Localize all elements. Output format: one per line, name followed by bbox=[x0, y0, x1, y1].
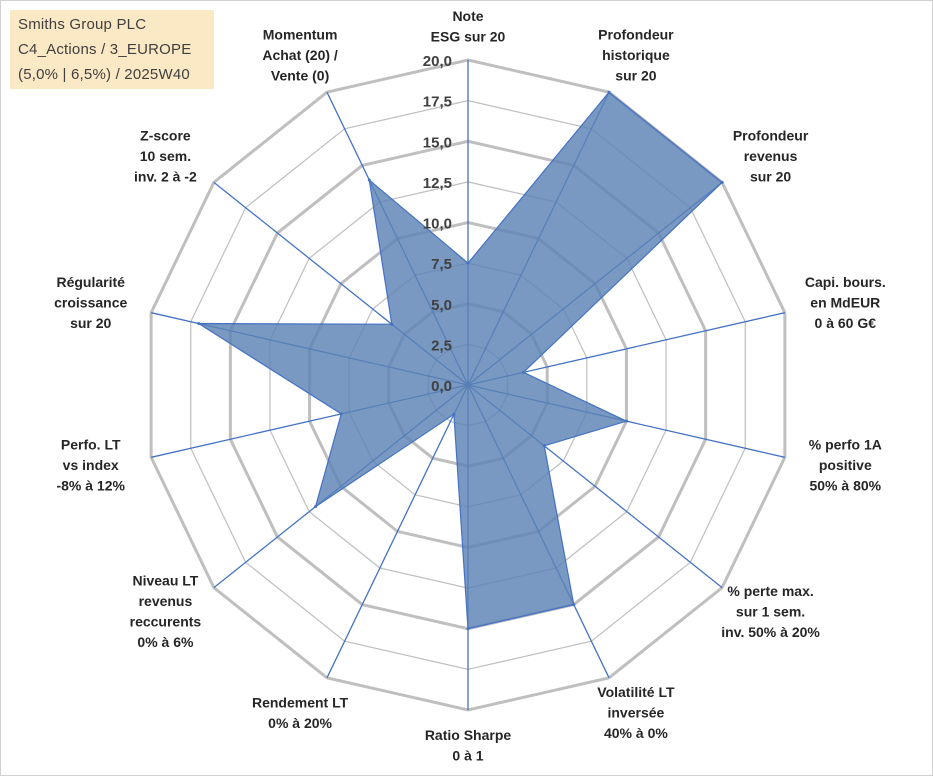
axis-label-0: Note ESG sur 20 bbox=[431, 8, 506, 45]
axis-label-8: Rendement LT 0% à 20% bbox=[252, 694, 349, 731]
data-point-12 bbox=[390, 322, 394, 326]
axis-label-line: croissance bbox=[54, 295, 127, 311]
data-point-9 bbox=[314, 505, 318, 509]
axis-label-7: Ratio Sharpe 0 à 1 bbox=[425, 727, 512, 764]
axis-label-line: revenus bbox=[139, 593, 193, 609]
axis-label-line: sur 20 bbox=[70, 315, 111, 331]
data-point-6 bbox=[572, 603, 576, 607]
title-line-category: C4_Actions / 3_EUROPE bbox=[18, 41, 192, 58]
data-point-4 bbox=[624, 419, 628, 423]
axis-label-line: sur 20 bbox=[750, 169, 791, 185]
axis-label-line: inversée bbox=[607, 705, 664, 721]
data-point-1 bbox=[607, 90, 611, 94]
tick-label-7: 17,5 bbox=[423, 94, 452, 111]
axis-spoke-8 bbox=[326, 384, 469, 679]
axis-label-line: % perte max. bbox=[727, 583, 813, 599]
axis-label-13: Momentum Achat (20) / Vente (0) bbox=[262, 26, 338, 83]
axis-label-line: Profondeur bbox=[733, 128, 809, 144]
axis-label-line: historique bbox=[602, 47, 670, 63]
axis-label-line: en MdEUR bbox=[810, 295, 880, 311]
axis-label-line: -8% à 12% bbox=[56, 477, 125, 493]
axis-label-line: 0% à 20% bbox=[268, 715, 332, 731]
title-line-params: (5,0% | 6,5%) / 2025W40 bbox=[18, 66, 190, 83]
axis-label-10: Perfo. LT vs index -8% à 12% bbox=[56, 436, 125, 493]
axis-label-line: sur 1 sem. bbox=[736, 603, 805, 619]
data-point-0 bbox=[466, 261, 470, 265]
axis-label-4: % perfo 1A positive 50% à 80% bbox=[809, 436, 882, 493]
tick-label-8: 20,0 bbox=[423, 53, 452, 70]
axis-label-6: Volatilité LT inversée 40% à 0% bbox=[597, 684, 675, 741]
axis-label-line: Ratio Sharpe bbox=[425, 727, 512, 743]
tick-label-2: 5,0 bbox=[431, 297, 452, 314]
axis-label-line: sur 20 bbox=[615, 67, 656, 83]
tick-label-6: 15,0 bbox=[423, 134, 452, 151]
axis-label-line: 40% à 0% bbox=[604, 725, 668, 741]
axis-label-line: Niveau LT bbox=[132, 573, 198, 589]
tick-label-1: 2,5 bbox=[431, 337, 452, 354]
axis-label-line: Régularité bbox=[56, 274, 125, 290]
axis-label-9: Niveau LT revenus reccurents 0% à 6% bbox=[130, 573, 202, 651]
axis-label-line: Profondeur bbox=[598, 26, 674, 42]
axis-label-line: 0 à 1 bbox=[452, 748, 483, 764]
tick-label-5: 12,5 bbox=[423, 175, 452, 192]
chart-title-box: Smiths Group PLC C4_Actions / 3_EUROPE (… bbox=[10, 10, 214, 89]
data-point-5 bbox=[542, 444, 546, 448]
axis-label-11: Régularité croissance sur 20 bbox=[54, 274, 127, 331]
data-point-3 bbox=[521, 370, 525, 374]
radar-tick-labels: 0,0 2,5 5,0 7,5 10,0 12,5 15,0 17,5 20,0 bbox=[423, 53, 452, 395]
radar-axis-labels: Note ESG sur 20 Profondeur historique sur 20… bbox=[54, 8, 886, 764]
axis-label-line: Perfo. LT bbox=[61, 436, 121, 452]
axis-label-line: reccurents bbox=[130, 614, 202, 630]
tick-label-4: 10,0 bbox=[423, 216, 452, 233]
axis-label-line: Rendement LT bbox=[252, 694, 349, 710]
axis-label-line: Achat (20) / bbox=[262, 47, 338, 63]
axis-label-line: % perfo 1A bbox=[809, 436, 882, 452]
axis-label-line: Note bbox=[452, 8, 483, 24]
axis-label-line: revenus bbox=[744, 148, 798, 164]
axis-label-line: Volatilité LT bbox=[597, 684, 675, 700]
axis-label-2: Profondeur revenus sur 20 bbox=[733, 128, 809, 185]
axis-label-line: 50% à 80% bbox=[809, 477, 881, 493]
axis-label-line: Capi. bours. bbox=[805, 274, 886, 290]
axis-label-line: vs index bbox=[63, 457, 119, 473]
data-point-7 bbox=[466, 627, 470, 631]
data-point-11 bbox=[197, 322, 201, 326]
axis-label-line: ESG sur 20 bbox=[431, 29, 506, 45]
tick-label-3: 7,5 bbox=[431, 256, 452, 273]
tick-label-0: 0,0 bbox=[431, 378, 452, 395]
axis-label-line: Z-score bbox=[140, 128, 191, 144]
axis-label-3: Capi. bours. en MdEUR 0 à 60 G€ bbox=[805, 274, 886, 331]
data-point-10 bbox=[339, 412, 343, 416]
axis-label-line: Vente (0) bbox=[271, 67, 329, 83]
axis-label-1: Profondeur historique sur 20 bbox=[598, 26, 674, 83]
axis-label-line: inv. 50% à 20% bbox=[721, 624, 820, 640]
axis-label-12: Z-score 10 sem. inv. 2 à -2 bbox=[134, 128, 197, 185]
axis-label-line: 0 à 60 G€ bbox=[815, 315, 877, 331]
data-point-2 bbox=[720, 180, 724, 184]
data-point-8 bbox=[452, 412, 456, 416]
axis-label-line: positive bbox=[819, 457, 872, 473]
radar-series bbox=[196, 90, 724, 631]
axis-label-line: inv. 2 à -2 bbox=[134, 169, 197, 185]
axis-label-line: Momentum bbox=[263, 26, 338, 42]
axis-label-line: 0% à 6% bbox=[137, 634, 194, 650]
axis-label-line: 10 sem. bbox=[140, 148, 191, 164]
title-line-company: Smiths Group PLC bbox=[18, 16, 147, 33]
data-point-13 bbox=[367, 178, 371, 182]
axis-label-5: % perte max. sur 1 sem. inv. 50% à 20% bbox=[721, 583, 820, 640]
